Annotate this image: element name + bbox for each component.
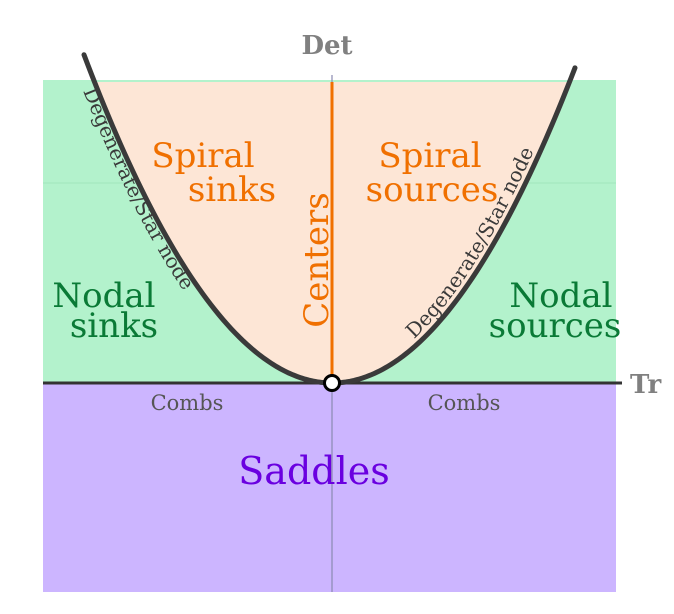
tr-axis-label: Tr [630,370,661,400]
spiral-sinks-label-line2: sinks [188,170,276,210]
nodal-sources-label-line2: sources [489,306,622,346]
saddles-region [43,383,616,592]
combs-left-label: Combs [151,391,224,415]
combs-right-label: Combs [428,391,501,415]
centers-label: Centers [297,192,337,328]
nodal-sinks-label-line1: Nodal [52,276,155,316]
nodal-sources-label-line1: Nodal [509,276,612,316]
spiral-sources-label-line2: sources [366,170,499,210]
spiral-sinks-label-line1: Spiral [151,136,254,176]
saddles-label: Saddles [238,449,389,493]
nodal-sinks-label-line2: sinks [70,306,158,346]
origin-point [323,374,341,392]
spiral-sources-label-line1: Spiral [378,136,481,176]
det-axis-label: Det [301,31,352,61]
